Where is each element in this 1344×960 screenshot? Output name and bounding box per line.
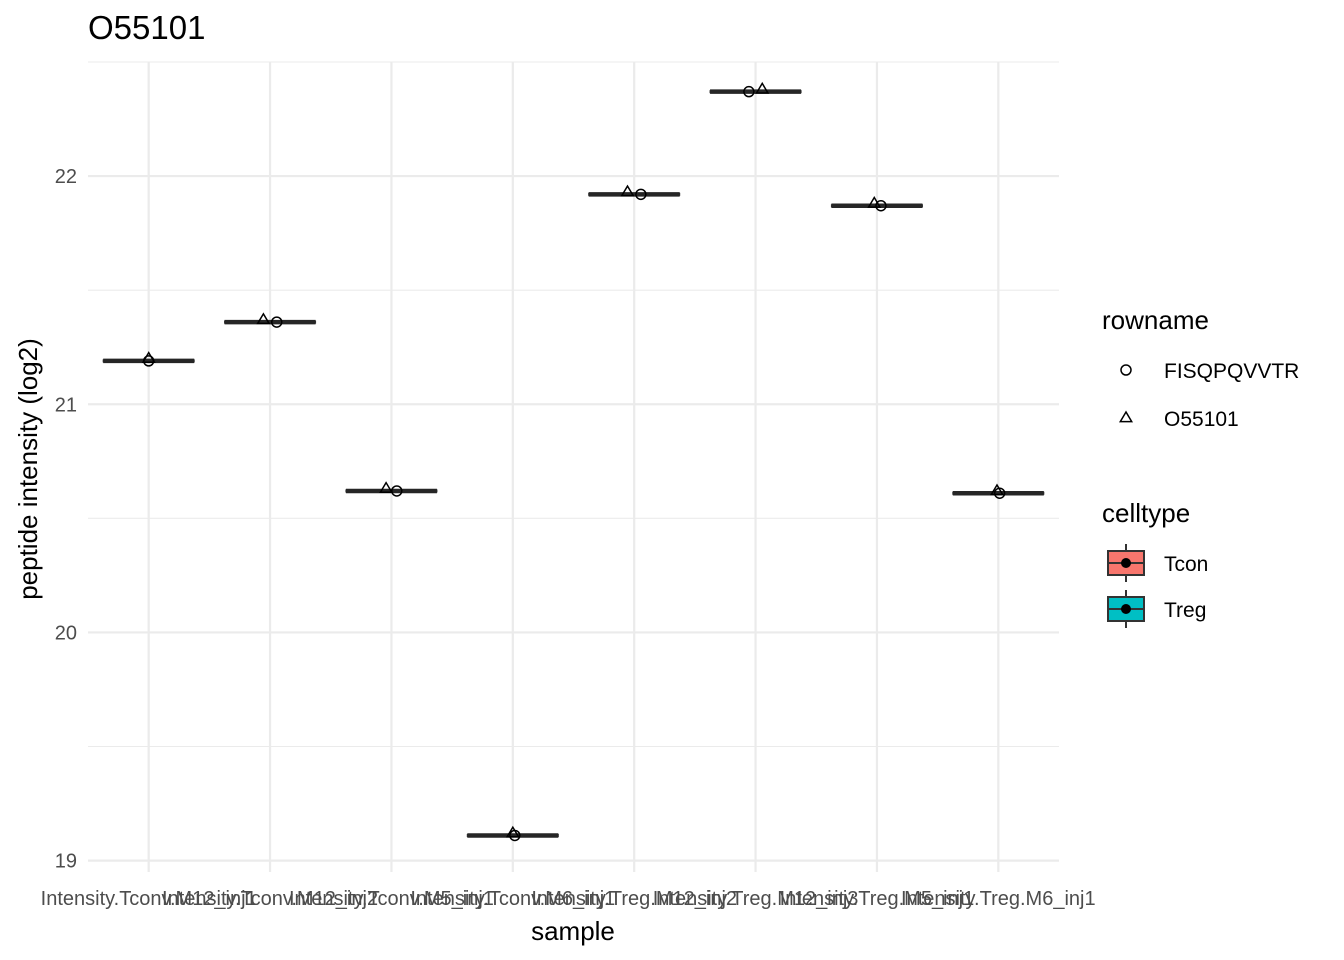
legend-title-celltype: celltype: [1102, 498, 1190, 528]
point-fisqpqvvtr: [270, 316, 283, 328]
box-treg: [588, 192, 681, 197]
y-tick-label: 19: [55, 851, 77, 873]
x-tick-label: Intensity.Tconv.M12_inj1: [41, 888, 257, 910]
x-tick-label: Intensity.Tconv.M5_inj1: [289, 888, 494, 910]
y-tick-label: 21: [55, 394, 77, 416]
box-series: [102, 89, 1045, 838]
point-o55101: [867, 195, 882, 208]
legend-title-rowname: rowname: [1102, 305, 1209, 335]
point-o55101: [379, 481, 394, 494]
x-tick-label: Intensity.Treg.M5_inj1: [780, 888, 975, 910]
legend-label: O55101: [1164, 408, 1239, 431]
point-o55101: [505, 825, 520, 838]
point-fisqpqvvtr: [743, 85, 755, 98]
x-axis-title: sample: [531, 916, 615, 946]
point-fisqpqvvtr: [635, 188, 647, 201]
point-o55101: [141, 351, 156, 363]
legend-label: Tcon: [1164, 553, 1208, 576]
x-tick-label: Intensity.Treg.M12_inj2: [531, 888, 737, 910]
plot-grid: [88, 61, 1059, 872]
box-tcon: [224, 319, 317, 325]
legend-item-tcon: Tcon: [1107, 544, 1208, 582]
x-axis-tick-labels: Intensity.Tconv.M12_inj1Intensity.Tconv.…: [41, 888, 1096, 910]
legend-fill-items: Tcon Treg: [1107, 544, 1208, 628]
legend-item-treg: Treg: [1107, 590, 1206, 628]
legend-item-fisqpqvvtr: FISQPQVVTR: [1120, 360, 1299, 383]
legend-key-triangle: [1118, 410, 1134, 423]
point-series: [141, 81, 1006, 842]
legend-shape-items: FISQPQVVTR O55101: [1118, 360, 1299, 431]
point-o55101: [620, 184, 635, 197]
point-o55101: [989, 483, 1004, 496]
legend-key-circle: [1120, 364, 1132, 376]
chart-title: O55101: [88, 9, 205, 46]
point-o55101: [256, 312, 271, 325]
legend-key-dot: [1121, 558, 1131, 568]
y-axis-tick-labels: 19 20 21 22: [55, 166, 77, 873]
y-tick-label: 20: [55, 622, 77, 644]
legend-item-o55101: O55101: [1118, 408, 1239, 431]
x-tick-label: Intensity.Tconv.M6_inj1: [410, 888, 615, 910]
legend: rowname FISQPQVVTR O55101 celltype Tcon Tr…: [1102, 305, 1299, 628]
legend-key-dot: [1121, 604, 1131, 614]
legend-label: FISQPQVVTR: [1164, 360, 1299, 383]
x-tick-label: Intensity.Treg.M6_inj1: [901, 888, 1096, 910]
point-o55101: [755, 81, 770, 94]
x-tick-label: Intensity.Treg.M12_inj3: [653, 888, 859, 910]
y-axis-title: peptide intensity (log2): [13, 338, 43, 600]
x-tick-label: Intensity.Tconv.M12_inj2: [162, 888, 378, 910]
point-fisqpqvvtr: [875, 199, 887, 212]
legend-label: Treg: [1164, 599, 1206, 622]
y-tick-label: 22: [55, 166, 77, 188]
box-treg: [709, 89, 802, 94]
